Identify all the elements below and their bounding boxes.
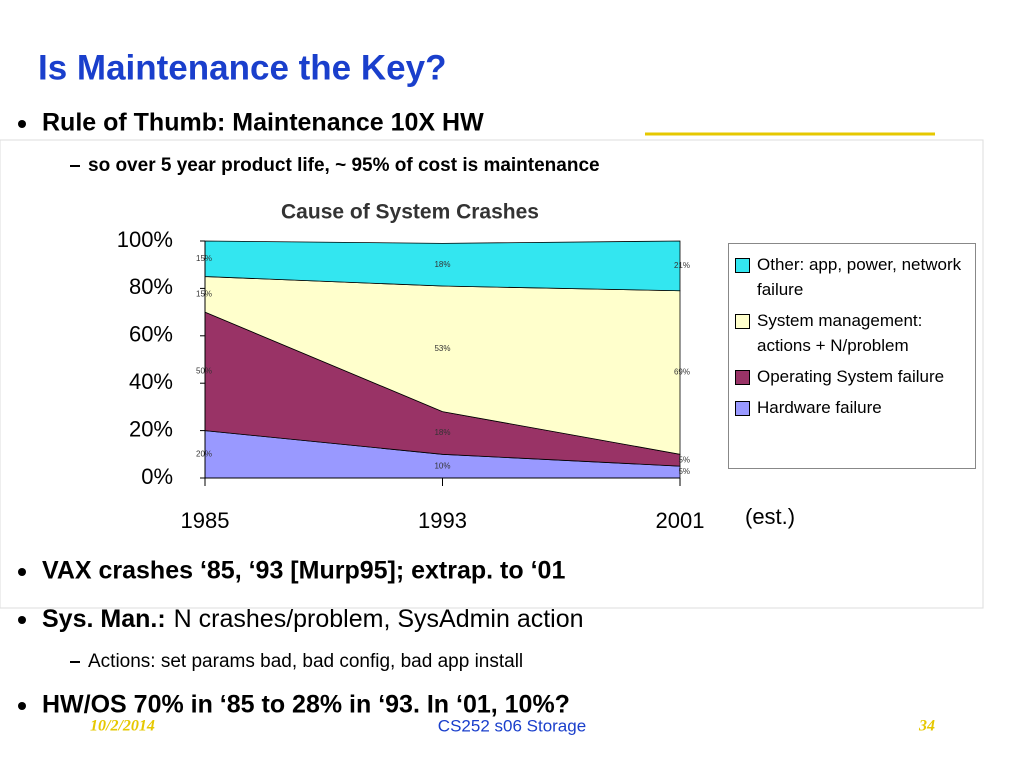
data-label: 10% — [434, 461, 450, 470]
bullet — [18, 616, 26, 624]
legend-swatch — [735, 258, 750, 273]
data-label: 53% — [434, 344, 450, 353]
sub-bullet-text: Actions: set params bad, bad config, bad… — [88, 651, 523, 672]
legend: Other: app, power, network failure System… — [728, 243, 976, 469]
legend-swatch — [735, 370, 750, 385]
bullet-text: HW/OS 70% in ‘85 to 28% in ‘93. In ‘01, … — [42, 691, 570, 719]
bullet-text: Sys. Man.: N crashes/problem, SysAdmin ac… — [42, 605, 584, 633]
x-tick-label: 1985 — [181, 508, 230, 533]
sub-bullet-text: so over 5 year product life, ~ 95% of co… — [88, 155, 600, 176]
bullet-bold: Sys. Man.: — [42, 605, 166, 633]
legend-label: Operating System failure — [757, 367, 945, 386]
legend-swatch — [735, 314, 750, 329]
y-tick-label: 20% — [129, 416, 173, 441]
y-tick-label: 60% — [129, 322, 173, 347]
slide-title: Is Maintenance the Key? — [38, 48, 446, 87]
y-tick-label: 100% — [117, 227, 173, 252]
x-tick-label: 2001 — [656, 508, 705, 533]
y-tick-label: 0% — [141, 464, 173, 489]
data-label: 18% — [434, 260, 450, 269]
bullet-text: VAX crashes ‘85, ‘93 [Murp95]; extrap. t… — [42, 557, 565, 585]
legend-label: Other: app, power, network failure — [757, 255, 962, 299]
legend-label: Hardware failure — [757, 398, 882, 417]
data-label: 5% — [678, 467, 690, 476]
data-label: 5% — [678, 455, 690, 464]
x-tick-label: 1993 — [418, 508, 467, 533]
legend-entry: System management: actions + N/problem — [735, 308, 969, 358]
legend-label: System management: actions + N/problem — [757, 311, 923, 355]
data-label: 20% — [196, 449, 212, 458]
data-label: 69% — [674, 368, 690, 377]
y-tick-label: 40% — [129, 369, 173, 394]
bullet-text: Rule of Thumb: Maintenance 10X HW — [42, 109, 484, 137]
bullet — [18, 120, 26, 128]
data-label: 21% — [674, 261, 690, 270]
legend-entry: Operating System failure — [735, 364, 969, 389]
chart-title: Cause of System Crashes — [281, 201, 539, 224]
legend-entry: Other: app, power, network failure — [735, 252, 969, 302]
bullet-rest: N crashes/problem, SysAdmin action — [174, 605, 584, 633]
data-label: 50% — [196, 366, 212, 375]
annotation: (est.) — [745, 504, 795, 529]
legend-entry: Hardware failure — [735, 395, 969, 420]
y-tick-label: 80% — [129, 274, 173, 299]
data-label: 15% — [196, 254, 212, 263]
data-label: 18% — [434, 428, 450, 437]
footer-page: 34 — [918, 718, 935, 735]
bullet — [18, 702, 26, 710]
footer-title: CS252 s06 Storage — [438, 716, 586, 735]
bullet — [18, 568, 26, 576]
legend-swatch — [735, 401, 750, 416]
footer-date: 10/2/2014 — [90, 718, 155, 735]
data-label: 15% — [196, 289, 212, 298]
